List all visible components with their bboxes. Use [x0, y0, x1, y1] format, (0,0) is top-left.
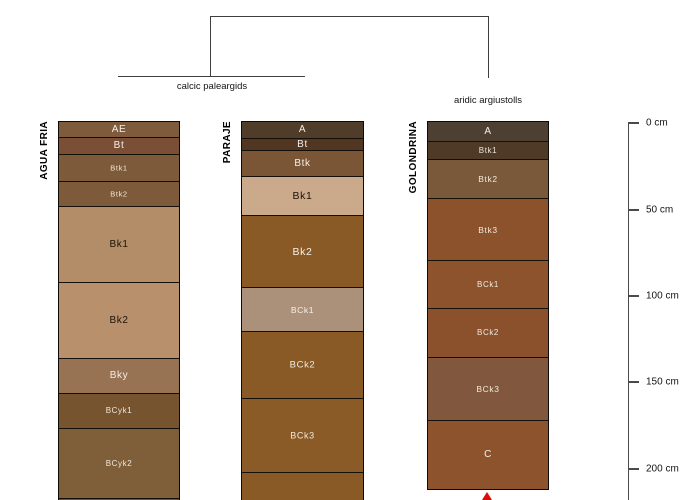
- horizon-band: BCyk2: [59, 428, 179, 498]
- horizon-band: BCk1: [242, 287, 363, 331]
- horizon-band: BCk1: [428, 260, 548, 308]
- horizon-band: Bk1: [59, 206, 179, 282]
- horizon-label: BCk2: [289, 359, 316, 371]
- depth-tick-label: 150 cm: [646, 376, 679, 388]
- horizon-label: Bt: [297, 138, 308, 150]
- horizon-band: BCk3: [428, 357, 548, 420]
- horizon-band: Btk2: [428, 159, 548, 198]
- horizon-band: Bk2: [242, 215, 363, 287]
- horizon-label: Btk3: [478, 224, 498, 235]
- horizon-label: BCyk2: [105, 458, 133, 468]
- sample-marker-triangle-icon: [482, 492, 492, 500]
- depth-tick-label: 50 cm: [646, 204, 674, 216]
- cluster-label-calcic-paleargids: calcic paleargids: [176, 81, 248, 92]
- horizon-label: BCk1: [290, 304, 315, 315]
- profile-name: AGUA FRIA: [39, 121, 50, 180]
- horizon-label: Btk2: [110, 189, 128, 199]
- dendrogram-left-branch: [210, 16, 212, 76]
- horizon-band: Btk2: [59, 181, 179, 206]
- horizon-label: Btk1: [478, 145, 498, 155]
- profile-name: GOLONDRINA: [408, 121, 419, 194]
- depth-tick: [628, 122, 639, 124]
- depth-tick: [628, 381, 639, 383]
- horizon-band: A: [242, 122, 363, 138]
- horizon-label: Btk: [294, 157, 311, 169]
- horizon-label: Btk2: [478, 173, 498, 184]
- horizon-label: A: [298, 124, 307, 135]
- horizon-label: Bk2: [292, 245, 313, 258]
- horizon-label: Bt: [113, 140, 125, 151]
- depth-tick-label: 200 cm: [646, 463, 679, 475]
- horizon-band: Bt: [242, 138, 363, 150]
- horizon-band: Bk2: [59, 282, 179, 358]
- horizon-label: Bk1: [109, 238, 129, 250]
- horizon-band: BCk2: [242, 331, 363, 398]
- horizon-label: Bky: [109, 370, 129, 381]
- dendrogram-top-bar: [210, 16, 489, 18]
- horizon-band: AE: [59, 122, 179, 137]
- horizon-label: A: [484, 125, 492, 137]
- horizon-band: A: [428, 122, 548, 141]
- horizon-band: Btk: [242, 150, 363, 176]
- horizon-label: BCk3: [290, 430, 315, 440]
- horizon-band: Btk1: [59, 154, 179, 181]
- horizon-label: AE: [111, 123, 127, 135]
- horizon-label: BCk3: [476, 383, 500, 394]
- depth-axis-line: [628, 123, 630, 500]
- depth-tick: [628, 468, 639, 470]
- depth-tick-label: 0 cm: [646, 117, 668, 129]
- horizon-band: Bt: [59, 137, 179, 154]
- horizon-band: Btk3: [428, 198, 548, 260]
- horizon-label: Btk1: [110, 163, 128, 173]
- soil-column: A Bt Btk Bk1 Bk2 BCk1 BCk2 BCk3: [241, 121, 364, 500]
- horizon-label: BCk2: [477, 328, 499, 337]
- cluster-label-aridic-argiustolls: aridic argiustolls: [453, 95, 523, 106]
- profile-name: PARAJE: [222, 121, 233, 164]
- horizon-label: BCyk1: [105, 406, 133, 415]
- horizon-band: BCk3: [242, 398, 363, 472]
- horizon-label: Bk1: [292, 189, 313, 202]
- horizon-band: C: [428, 420, 548, 489]
- horizon-label: C: [484, 449, 492, 460]
- dendrogram-right-branch: [488, 16, 490, 78]
- horizon-band: BCk2: [428, 308, 548, 357]
- horizon-label: BCk1: [477, 279, 499, 289]
- horizon-band: BCyk1: [59, 393, 179, 428]
- soil-column: AE Bt Btk1 Btk2 Bk1 Bk2 Bky BCyk1 BCyk2: [58, 121, 180, 500]
- depth-tick-label: 100 cm: [646, 290, 679, 302]
- depth-tick: [628, 209, 639, 211]
- horizon-band: [242, 472, 363, 500]
- horizon-band: Bky: [59, 358, 179, 393]
- soil-column: A Btk1 Btk2 Btk3 BCk1 BCk2 BCk3 C: [427, 121, 549, 490]
- horizon-band: [59, 498, 179, 500]
- horizon-band: Bk1: [242, 176, 363, 215]
- depth-tick: [628, 295, 639, 297]
- horizon-label: Bk2: [109, 314, 129, 326]
- dendrogram-cluster-bar: [118, 75, 305, 77]
- horizon-band: Btk1: [428, 141, 548, 159]
